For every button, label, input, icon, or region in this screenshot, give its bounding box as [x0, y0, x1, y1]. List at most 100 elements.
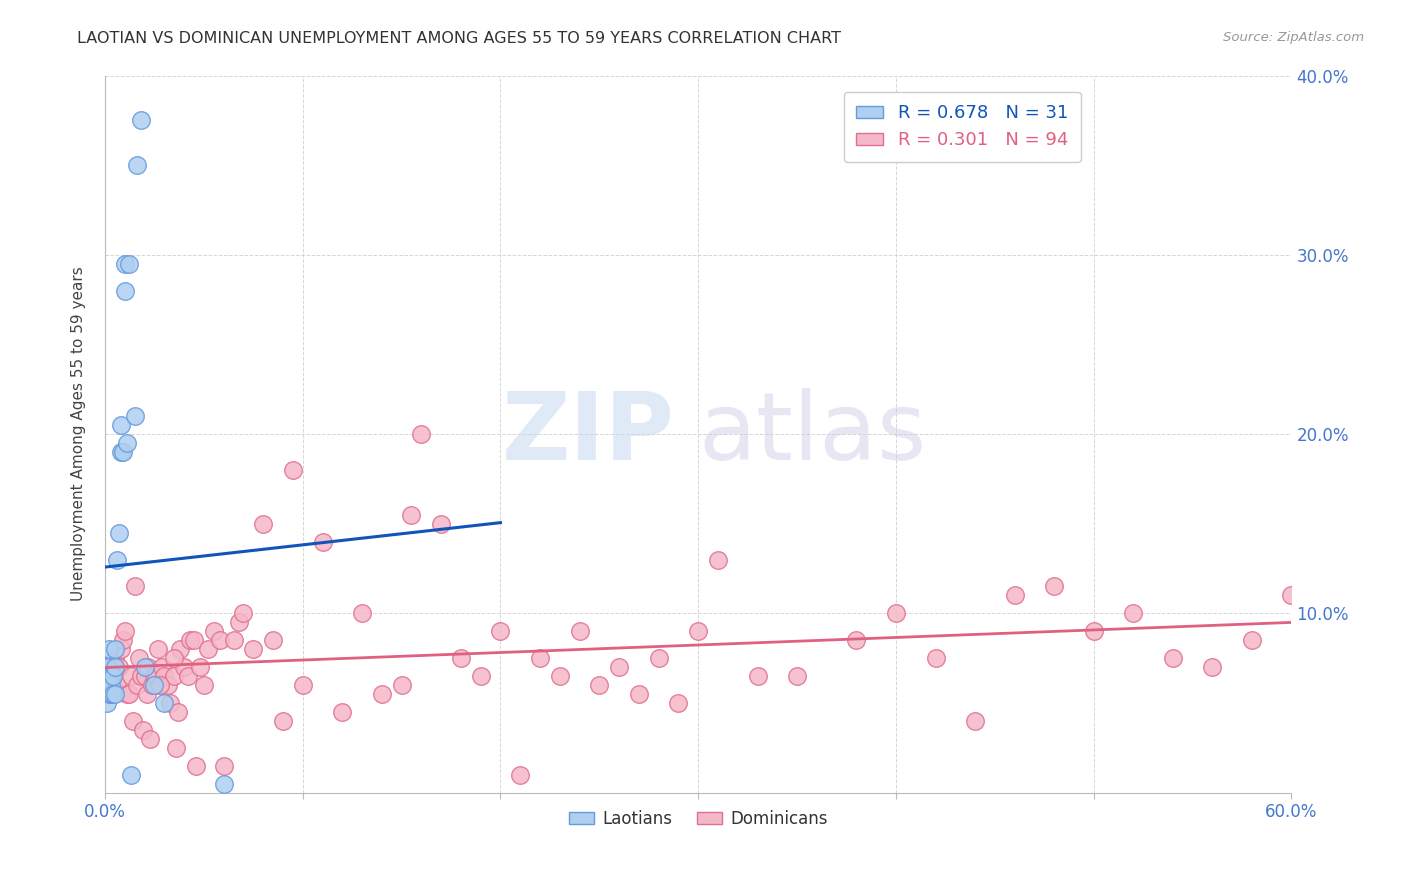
Point: [150, 660, 173, 674]
Point: [607, 660, 630, 674]
Point: [120, 768, 142, 782]
Point: [149, 678, 172, 692]
Point: [97, 642, 120, 657]
Point: [232, 607, 254, 621]
Point: [100, 678, 122, 692]
Point: [167, 705, 190, 719]
Point: [96, 660, 118, 674]
Point: [100, 660, 122, 674]
Point: [242, 642, 264, 657]
Point: [128, 651, 150, 665]
Text: Source: ZipAtlas.com: Source: ZipAtlas.com: [1223, 31, 1364, 45]
Point: [104, 642, 127, 657]
Text: ZIP: ZIP: [502, 388, 675, 480]
Point: [118, 687, 141, 701]
Point: [647, 651, 669, 665]
Point: [281, 463, 304, 477]
Point: [291, 678, 314, 692]
Point: [668, 696, 690, 710]
Point: [262, 633, 284, 648]
Point: [138, 660, 160, 674]
Point: [311, 534, 333, 549]
Point: [101, 669, 124, 683]
Point: [121, 714, 143, 728]
Point: [129, 669, 152, 683]
Point: [100, 687, 122, 701]
Point: [188, 660, 211, 674]
Point: [1122, 607, 1144, 621]
Point: [330, 705, 353, 719]
Legend: Laotians, Dominicans: Laotians, Dominicans: [562, 803, 835, 835]
Point: [924, 651, 946, 665]
Point: [134, 669, 156, 683]
Text: LAOTIAN VS DOMINICAN UNEMPLOYMENT AMONG AGES 55 TO 59 YEARS CORRELATION CHART: LAOTIAN VS DOMINICAN UNEMPLOYMENT AMONG …: [77, 31, 841, 46]
Point: [1161, 651, 1184, 665]
Point: [157, 678, 180, 692]
Point: [100, 669, 122, 683]
Point: [115, 687, 138, 701]
Point: [1240, 633, 1263, 648]
Point: [688, 624, 710, 639]
Point: [115, 436, 138, 450]
Point: [627, 687, 650, 701]
Point: [143, 669, 166, 683]
Point: [183, 633, 205, 648]
Point: [202, 624, 225, 639]
Point: [110, 418, 132, 433]
Point: [105, 678, 128, 692]
Point: [104, 651, 127, 665]
Point: [1043, 579, 1066, 593]
Point: [786, 669, 808, 683]
Point: [165, 740, 187, 755]
Point: [391, 678, 413, 692]
Point: [707, 552, 730, 566]
Point: [470, 669, 492, 683]
Point: [110, 445, 132, 459]
Point: [177, 669, 200, 683]
Point: [145, 669, 167, 683]
Point: [96, 678, 118, 692]
Point: [212, 758, 235, 772]
Point: [118, 257, 141, 271]
Point: [114, 284, 136, 298]
Point: [884, 607, 907, 621]
Point: [105, 552, 128, 566]
Point: [141, 678, 163, 692]
Point: [352, 607, 374, 621]
Point: [110, 642, 132, 657]
Point: [124, 409, 146, 424]
Point: [111, 633, 134, 648]
Point: [125, 158, 148, 172]
Point: [114, 257, 136, 271]
Point: [509, 768, 531, 782]
Point: [97, 669, 120, 683]
Point: [148, 642, 170, 657]
Point: [111, 445, 134, 459]
Point: [96, 678, 118, 692]
Point: [120, 669, 142, 683]
Point: [845, 633, 868, 648]
Point: [548, 669, 571, 683]
Point: [371, 687, 394, 701]
Point: [212, 777, 235, 791]
Point: [108, 525, 131, 540]
Point: [134, 660, 156, 674]
Point: [179, 633, 201, 648]
Point: [228, 615, 250, 630]
Point: [271, 714, 294, 728]
Point: [450, 651, 472, 665]
Point: [252, 516, 274, 531]
Point: [965, 714, 987, 728]
Point: [1004, 589, 1026, 603]
Point: [143, 678, 166, 692]
Point: [104, 687, 127, 701]
Y-axis label: Unemployment Among Ages 55 to 59 years: Unemployment Among Ages 55 to 59 years: [72, 267, 86, 601]
Point: [124, 579, 146, 593]
Point: [197, 642, 219, 657]
Point: [163, 669, 186, 683]
Point: [149, 678, 172, 692]
Point: [193, 678, 215, 692]
Point: [411, 427, 433, 442]
Point: [222, 633, 245, 648]
Point: [169, 642, 191, 657]
